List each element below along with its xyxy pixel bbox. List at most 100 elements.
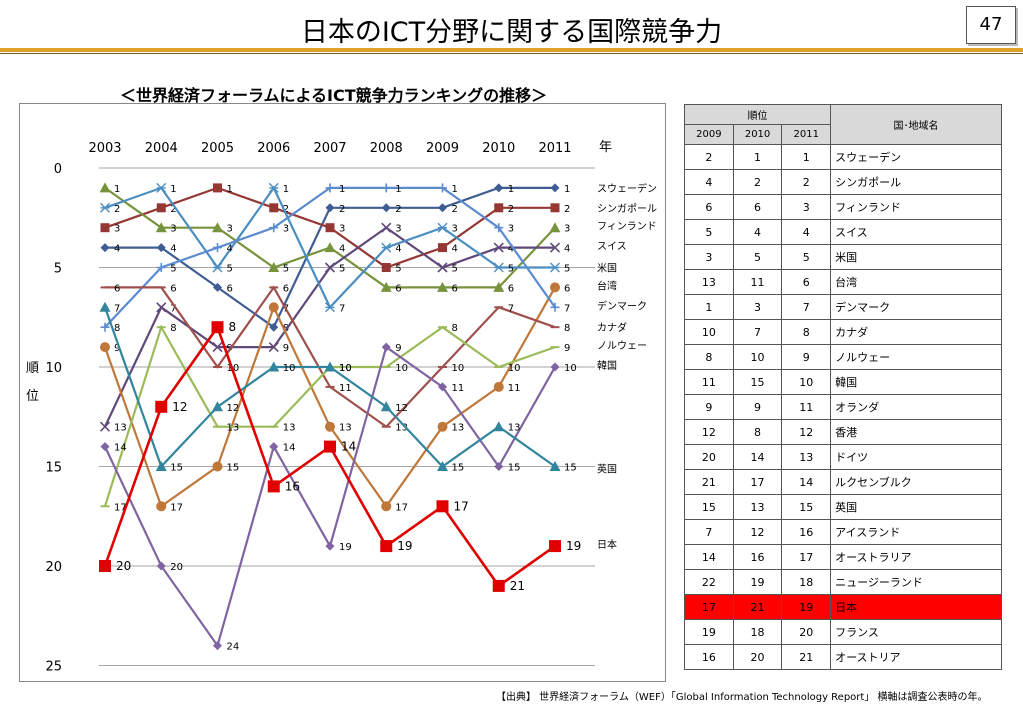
rank-cell: 1 — [684, 294, 734, 320]
rank-cell: 2 — [732, 169, 783, 195]
data-point — [438, 382, 447, 392]
data-point — [325, 541, 335, 551]
data-label: 3 — [564, 224, 570, 235]
x-tick-label: 2010 — [482, 141, 515, 156]
data-label: 9 — [395, 343, 401, 354]
name-header: 国･地域名 — [830, 104, 1002, 145]
data-point — [380, 401, 392, 412]
data-point — [438, 243, 447, 253]
data-label: 6 — [508, 283, 514, 294]
data-label: 4 — [564, 244, 570, 255]
data-point — [380, 281, 392, 292]
title-rule-shadow — [0, 53, 1023, 54]
data-label: 2 — [339, 204, 345, 215]
data-point — [155, 400, 168, 413]
data-label: 6 — [227, 283, 233, 294]
data-label: 3 — [452, 224, 458, 235]
data-point — [212, 461, 223, 472]
rank-cell: 12 — [781, 419, 832, 445]
data-label: 7 — [170, 303, 176, 314]
x-tick-label: 2003 — [88, 141, 121, 156]
data-label: 10 — [564, 363, 577, 374]
data-label: 13 — [395, 423, 408, 434]
x-tick-label: 2006 — [257, 141, 290, 156]
data-point — [212, 401, 223, 412]
data-point — [381, 263, 391, 272]
data-point — [325, 421, 335, 432]
data-point — [550, 282, 560, 293]
country-cell: ノルウェー — [830, 344, 1002, 370]
page-number: 47 — [966, 6, 1016, 44]
series-group: 6 6 10 6 11 13 10 7 8 — [100, 283, 570, 434]
rank-cell: 16 — [732, 544, 783, 570]
rank-cell: 7 — [781, 294, 832, 320]
legend-label: 英国 — [597, 462, 617, 475]
data-label: 17 — [114, 502, 127, 513]
rank-cell: 19 — [781, 594, 832, 620]
country-cell: 香港 — [830, 419, 1002, 445]
rank-cell: 20 — [732, 644, 783, 670]
data-label: 14 — [114, 443, 127, 454]
rank-cell: 3 — [732, 294, 783, 320]
legend-label: 日本 — [597, 538, 617, 551]
table-row: 17 21 19 日本 — [684, 594, 1002, 620]
data-label: 9 — [114, 343, 120, 354]
data-point — [549, 540, 561, 553]
series-group: 3 2 1 2 3 5 4 2 2 — [100, 183, 570, 275]
rank-cell: 12 — [684, 419, 734, 445]
data-point — [550, 362, 560, 372]
data-point — [269, 203, 279, 213]
table-row: 10 7 8 カナダ — [684, 319, 1002, 345]
rank-cell: 9 — [684, 394, 734, 420]
data-label: 1 — [170, 184, 176, 195]
table-row: 1 3 7 デンマーク — [684, 294, 1002, 320]
legend-label: 米国 — [597, 262, 617, 275]
data-point — [493, 242, 504, 253]
table-row: 7 12 16 アイスランド — [684, 519, 1002, 545]
data-point — [494, 223, 504, 233]
data-label: 12 — [227, 403, 240, 414]
data-point — [325, 203, 335, 213]
data-label: 13 — [114, 423, 127, 434]
data-point — [436, 500, 449, 513]
table-row: 15 13 15 英国 — [684, 494, 1002, 520]
data-label: 2 — [283, 204, 289, 215]
data-label: 10 — [452, 363, 465, 374]
rank-cell: 9 — [781, 344, 832, 370]
data-point — [380, 540, 393, 553]
series-group: 2 1 5 1 7 4 3 5 5 — [100, 182, 570, 314]
data-point — [100, 342, 110, 353]
chart-title: ＜世界経済フォーラムによるICT競争力ランキングの推移＞ — [120, 86, 548, 105]
data-point — [213, 243, 222, 253]
series-group: 9 17 15 7 13 17 13 11 6 — [100, 282, 570, 513]
data-point — [155, 222, 167, 233]
country-cell: ルクセンブルク — [830, 469, 1002, 495]
data-label: 1 — [339, 184, 345, 195]
data-point — [381, 222, 392, 233]
data-point — [494, 462, 504, 471]
year-header: 2011 — [781, 124, 832, 145]
rank-cell: 8 — [684, 344, 734, 370]
chart-area: 0 5 10 15 20 25 2003 2004 2005 2006 2007 2008 2009 20… — [19, 103, 666, 682]
rank-cell: 5 — [684, 219, 734, 245]
data-point — [325, 302, 335, 313]
data-label: 8 — [229, 320, 237, 334]
data-point — [156, 243, 166, 253]
series-group: 1 3 3 5 4 6 6 6 3 — [99, 182, 570, 294]
title-rule — [0, 48, 1023, 52]
rank-cell: 5 — [732, 244, 783, 270]
rank-cell: 17 — [781, 544, 832, 570]
data-label: 11 — [452, 383, 465, 394]
data-point — [550, 262, 560, 273]
data-label: 13 — [508, 423, 521, 434]
data-label: 3 — [170, 224, 176, 235]
data-point — [212, 222, 223, 233]
data-label: 1 — [564, 184, 570, 195]
data-point — [438, 183, 447, 193]
data-label: 3 — [339, 224, 345, 235]
country-cell: 日本 — [830, 594, 1002, 620]
table-row: 19 18 20 フランス — [684, 619, 1002, 645]
rank-cell: 20 — [684, 444, 734, 470]
data-point — [99, 560, 111, 572]
table-row: 13 11 6 台湾 — [684, 269, 1002, 295]
